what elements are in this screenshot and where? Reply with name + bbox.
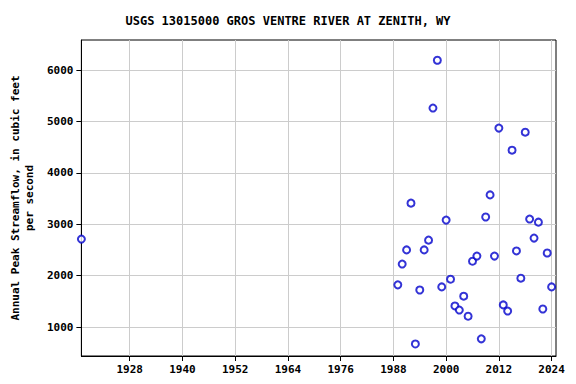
svg-text:1976: 1976 (327, 363, 354, 376)
svg-text:1000: 1000 (47, 321, 74, 334)
svg-text:2024: 2024 (538, 363, 565, 376)
svg-text:1988: 1988 (380, 363, 407, 376)
svg-text:1928: 1928 (116, 363, 143, 376)
svg-text:5000: 5000 (47, 115, 74, 128)
svg-text:Annual Peak Streamflow, in cub: Annual Peak Streamflow, in cubic feet (9, 75, 22, 320)
svg-text:USGS 13015000 GROS VENTRE RIVE: USGS 13015000 GROS VENTRE RIVER AT ZENIT… (125, 14, 451, 28)
svg-text:4000: 4000 (47, 166, 74, 179)
svg-text:2000: 2000 (433, 363, 460, 376)
svg-text:1952: 1952 (222, 363, 249, 376)
svg-text:2000: 2000 (47, 269, 74, 282)
svg-text:2012: 2012 (486, 363, 512, 376)
svg-text:per second: per second (23, 165, 36, 231)
svg-text:1940: 1940 (169, 363, 196, 376)
svg-text:1964: 1964 (275, 363, 302, 376)
svg-text:6000: 6000 (47, 64, 74, 77)
svg-text:3000: 3000 (47, 218, 74, 231)
